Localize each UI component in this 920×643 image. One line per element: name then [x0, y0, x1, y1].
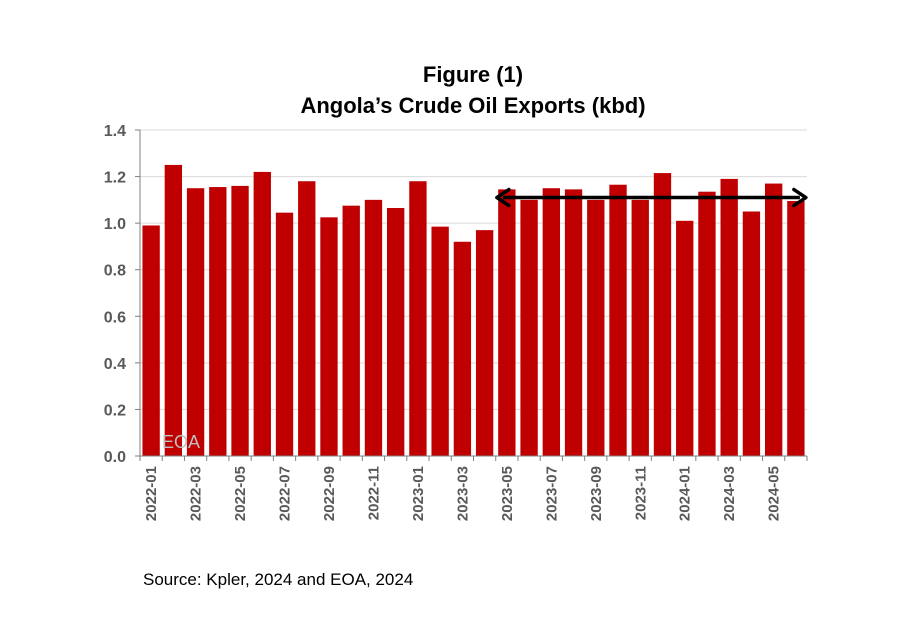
- x-tick-label: 2023-07: [543, 466, 560, 521]
- bar-2024-06: [787, 201, 805, 456]
- x-tick-label: 2022-07: [277, 466, 294, 521]
- bar-2024-01: [676, 220, 694, 456]
- x-tick-labels: 2022-01 2022-03 2022-05 2022-07 2022-09 2022-…: [143, 466, 783, 521]
- x-tick-label: 2023-09: [588, 466, 605, 521]
- bar-2024-03: [720, 178, 738, 456]
- chart-title-line-1: Figure (1): [423, 62, 523, 87]
- y-tick-label: 0.4: [104, 356, 126, 373]
- bar-2023-06: [520, 199, 538, 456]
- bar-2023-04: [475, 230, 494, 456]
- arrow-head-right: [792, 187, 808, 208]
- annotations: [495, 187, 808, 208]
- y-tick-labels: 0.0 0.2 0.4 0.6 0.8 1.0 1.2 1.4: [104, 123, 126, 466]
- bar-2022-02: [164, 164, 183, 456]
- bar-2022-06: [253, 171, 271, 456]
- bar-2024-04: [742, 211, 761, 456]
- y-tick-label: 0.8: [104, 263, 126, 280]
- bar-2023-11: [631, 199, 649, 456]
- y-tick-label: 1.2: [104, 170, 126, 187]
- bar-2024-05: [764, 183, 783, 457]
- bar-2023-12: [653, 173, 672, 457]
- axes: [135, 129, 808, 461]
- x-tick-label: 2022-03: [188, 466, 205, 521]
- x-tick-label: 2022-01: [143, 466, 160, 521]
- bar-2022-04: [209, 187, 227, 457]
- bar-2022-10: [342, 205, 360, 456]
- x-tick-label: 2023-03: [454, 466, 471, 521]
- bar-2022-11: [364, 199, 383, 456]
- y-tick-label: 1.4: [104, 123, 126, 140]
- chart-title-line-2: Angola’s Crude Oil Exports (kbd): [300, 93, 645, 118]
- bar-2022-09: [320, 217, 338, 456]
- bar-2023-09: [587, 199, 605, 456]
- x-tick-label: 2022-11: [365, 466, 382, 520]
- bar-2023-02: [431, 226, 449, 456]
- y-tick-label: 0.6: [104, 309, 126, 326]
- source-note: Source: Kpler, 2024 and EOA, 2024: [143, 570, 413, 589]
- x-tick-label: 2023-11: [632, 466, 649, 520]
- bar-2022-03: [186, 188, 205, 456]
- x-tick-label: 2024-01: [677, 466, 694, 521]
- bar-2024-02: [698, 191, 716, 456]
- bar-2023-01: [409, 181, 427, 456]
- bar-2022-05: [231, 185, 249, 456]
- watermark: EOA: [162, 432, 200, 452]
- y-tick-label: 0.2: [104, 402, 126, 419]
- bar-2023-03: [453, 241, 472, 456]
- x-tick-label: 2023-01: [410, 466, 427, 521]
- bar-2023-07: [542, 188, 560, 456]
- bar-2023-05: [498, 189, 516, 456]
- bar-2023-08: [564, 189, 583, 456]
- arrow-head-left: [495, 187, 511, 208]
- bar-2022-12: [387, 208, 405, 456]
- bar-2023-10: [609, 184, 627, 456]
- bar-2022-01: [142, 225, 160, 456]
- x-tick-label: 2023-05: [499, 466, 516, 521]
- bar-2022-07: [275, 212, 294, 456]
- bar-2022-08: [298, 181, 316, 456]
- gridlines: [140, 129, 807, 410]
- y-tick-label: 0.0: [104, 449, 126, 466]
- x-tick-label: 2024-03: [721, 466, 738, 521]
- x-tick-label: 2022-05: [232, 466, 249, 521]
- y-tick-label: 1.0: [104, 216, 126, 233]
- bars: [142, 164, 805, 457]
- x-tick-label: 2024-05: [766, 466, 783, 521]
- x-tick-label: 2022-09: [321, 466, 338, 521]
